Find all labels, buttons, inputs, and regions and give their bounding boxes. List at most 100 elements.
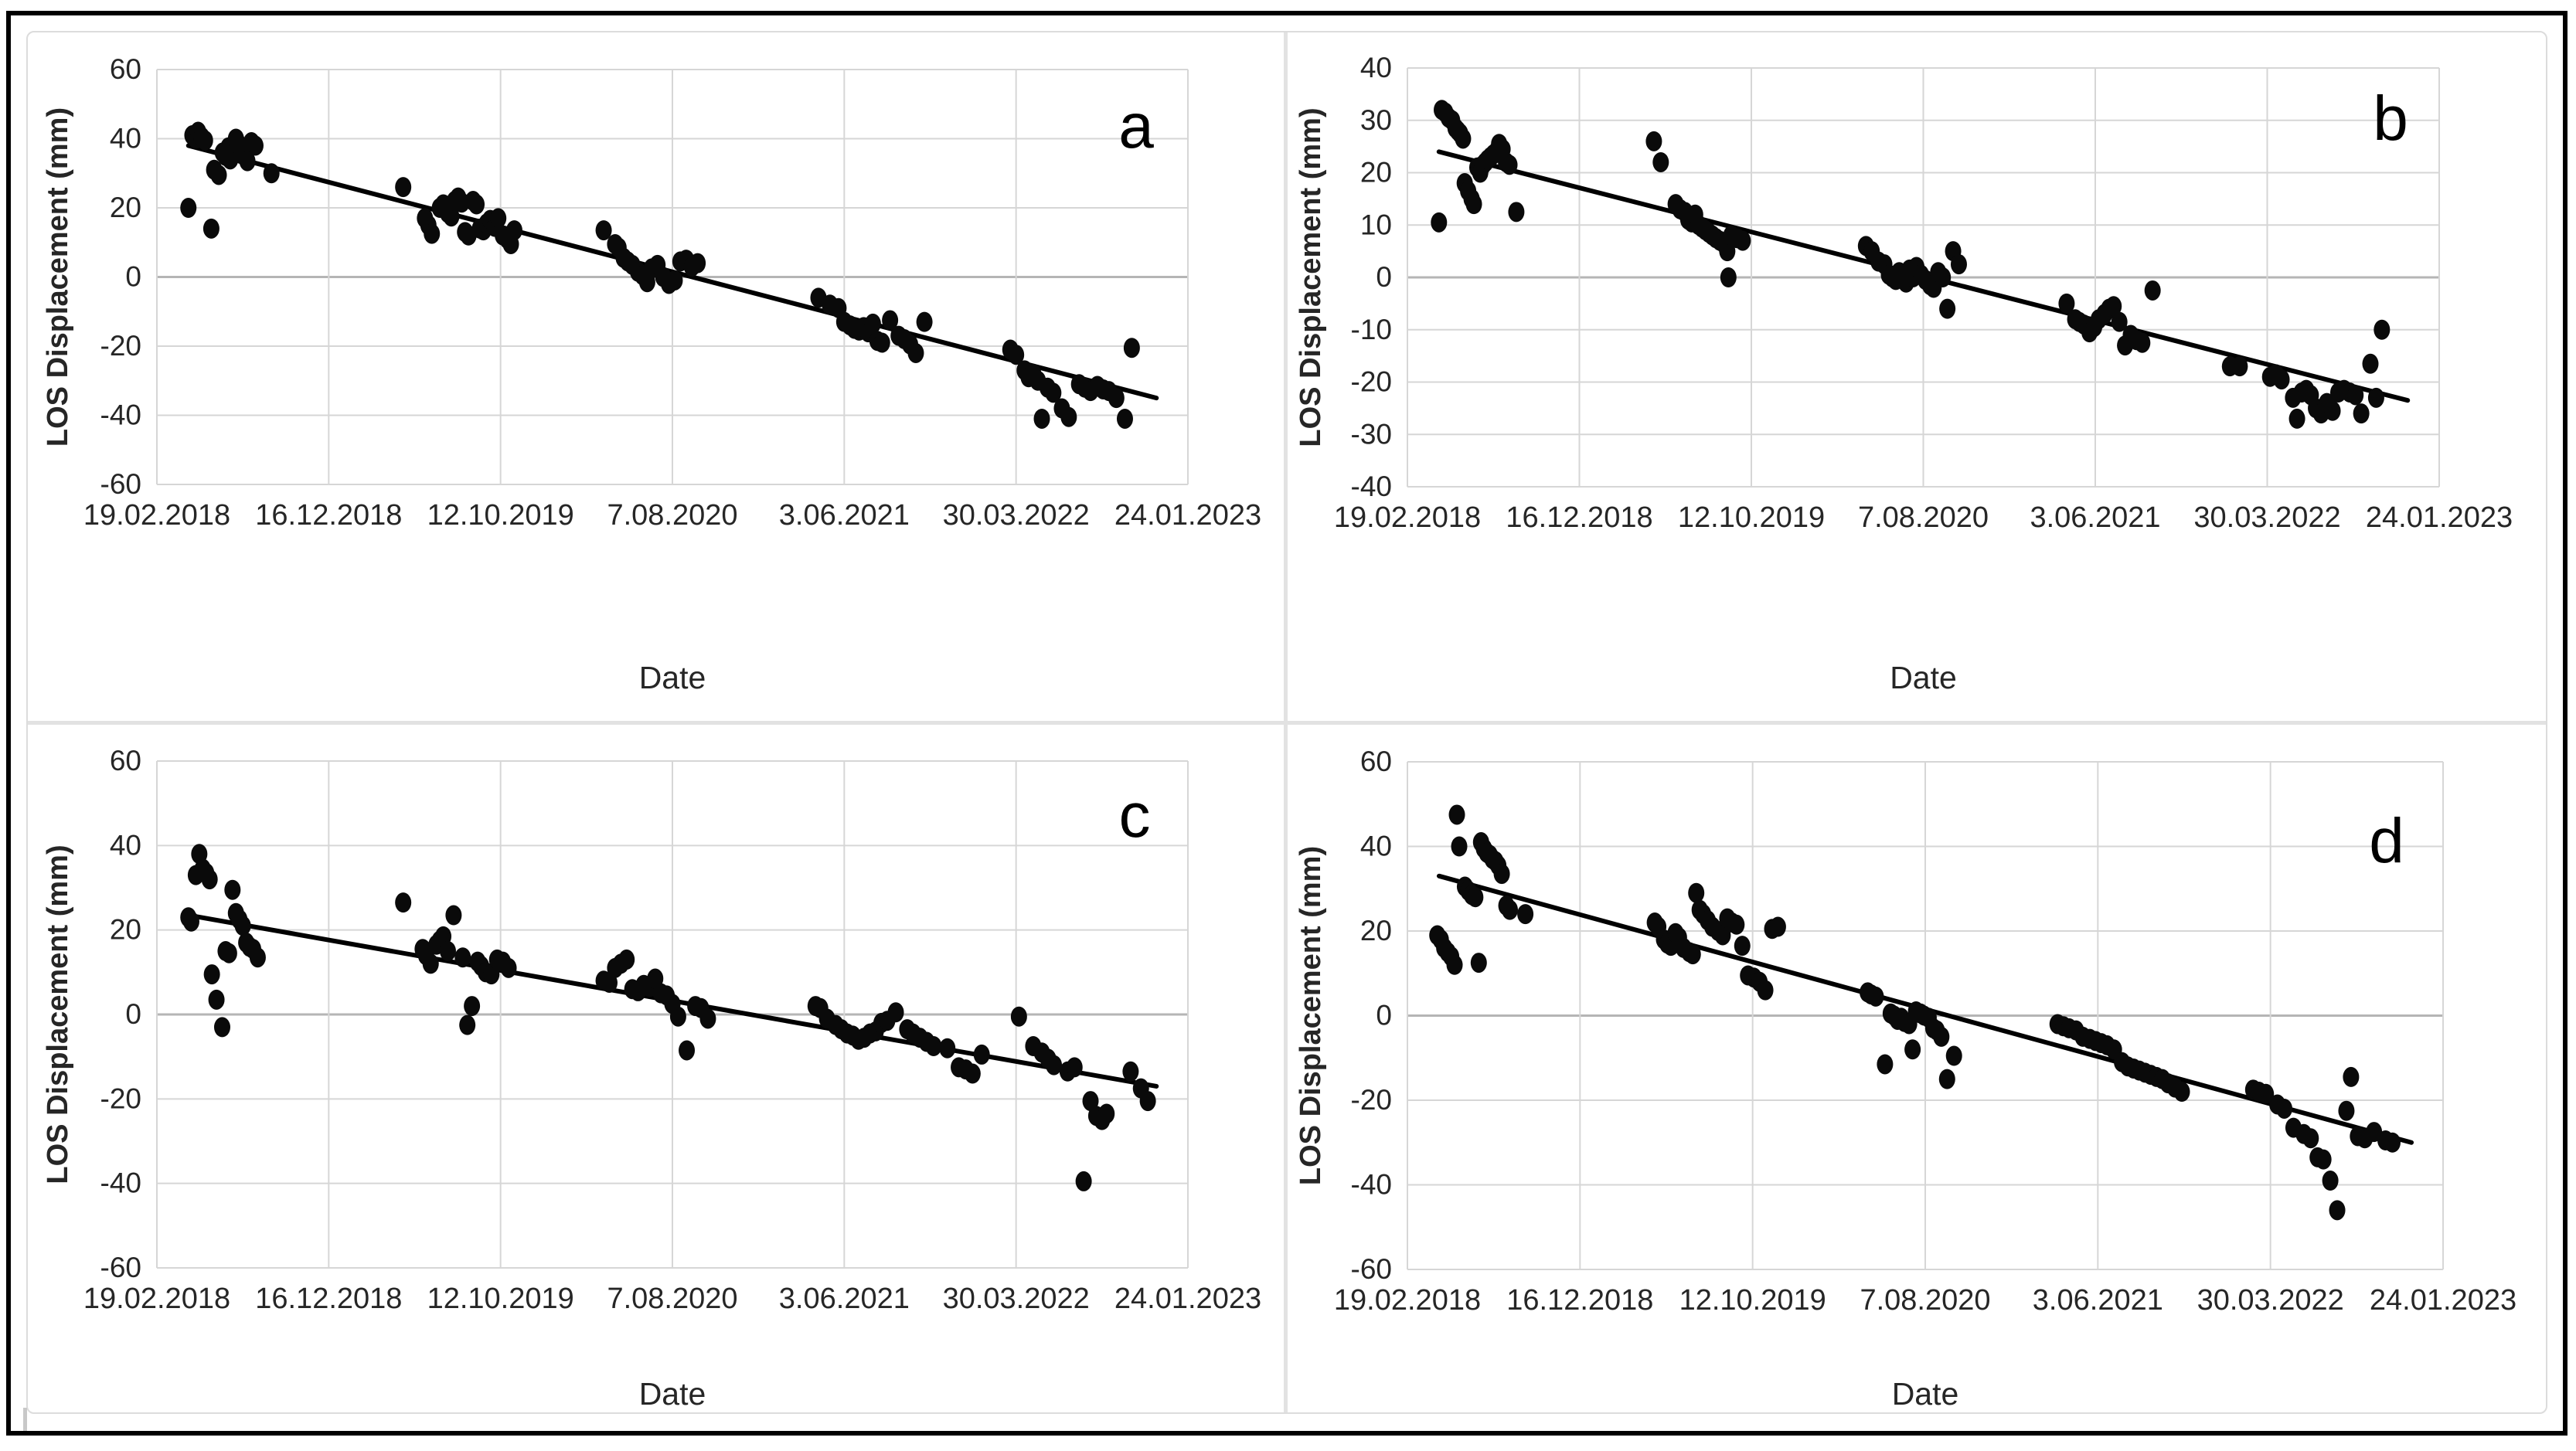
data-point (1467, 887, 1484, 908)
x-tick-label: 30.03.2022 (2193, 501, 2340, 534)
data-point (2273, 369, 2290, 390)
y-tick-label: 20 (1360, 915, 1392, 946)
data-point (2231, 356, 2248, 377)
data-point (2144, 280, 2161, 301)
data-point (210, 165, 227, 185)
y-axis-title: LOS Displacement (mm) (42, 844, 74, 1184)
y-tick-label: 40 (1360, 52, 1392, 83)
data-point (2315, 1149, 2332, 1170)
data-point (1684, 944, 1701, 965)
data-point (1116, 408, 1133, 429)
data-point (1060, 406, 1077, 427)
data-point (1945, 1045, 1962, 1066)
x-tick-label: 24.01.2023 (2366, 501, 2513, 534)
data-point (1139, 1091, 1156, 1112)
data-point (916, 311, 933, 332)
x-tick-label: 7.08.2020 (607, 499, 737, 532)
data-point (595, 220, 612, 241)
data-point (1769, 916, 1786, 937)
data-point (1939, 298, 1956, 319)
y-tick-label: 20 (110, 192, 141, 223)
data-point (1470, 953, 1487, 974)
data-point (247, 135, 264, 156)
data-point (1502, 899, 1519, 920)
data-point (2367, 387, 2384, 408)
data-point (2347, 385, 2364, 406)
data-point (1501, 155, 1518, 175)
data-point (873, 332, 890, 353)
data-point (180, 198, 197, 218)
y-tick-label: 0 (125, 998, 141, 1030)
data-point (459, 1014, 476, 1035)
data-point (2384, 1132, 2401, 1153)
data-point (1448, 804, 1465, 825)
data-point (666, 270, 683, 291)
data-point (2258, 1083, 2275, 1104)
x-tick-label: 7.08.2020 (607, 1283, 737, 1315)
data-point (2105, 296, 2122, 317)
x-axis-title: Date (1890, 660, 1957, 695)
data-point (2329, 1200, 2346, 1221)
data-point (1734, 936, 1751, 957)
data-point (208, 989, 225, 1010)
x-tick-label: 19.02.2018 (1334, 501, 1481, 534)
y-tick-label: -20 (100, 330, 141, 362)
data-point (1108, 388, 1125, 409)
data-point (424, 223, 441, 244)
data-point (1493, 864, 1510, 885)
panel-divider-horizontal (28, 721, 2546, 725)
data-point (2324, 400, 2341, 421)
data-point (887, 1002, 904, 1023)
data-point (203, 964, 220, 985)
data-point (618, 949, 635, 970)
x-tick-label: 24.01.2023 (2370, 1284, 2516, 1317)
data-point (464, 996, 481, 1017)
data-point (689, 253, 706, 274)
y-tick-label: 60 (110, 53, 141, 85)
data-point (224, 879, 241, 900)
x-axis-title: Date (639, 1376, 706, 1412)
data-point (925, 1036, 942, 1056)
y-tick-label: -60 (1351, 1253, 1392, 1285)
data-point (1688, 882, 1705, 903)
data-point (1517, 904, 1534, 925)
data-point (964, 1063, 981, 1084)
x-tick-label: 19.02.2018 (83, 1283, 230, 1315)
data-point (1446, 954, 1463, 975)
data-point (1757, 980, 1774, 1001)
data-point (2302, 1128, 2319, 1149)
x-tick-label: 16.12.2018 (1506, 1284, 1653, 1317)
data-point (1451, 836, 1468, 857)
y-axis-title: LOS Displacement (mm) (1295, 107, 1327, 447)
panel-letter: c (1119, 780, 1151, 851)
data-point (2322, 1171, 2339, 1191)
data-point (1938, 1069, 1955, 1089)
x-tick-label: 19.02.2018 (83, 499, 230, 532)
data-point (1122, 1061, 1139, 1082)
data-point (468, 194, 485, 215)
data-point (445, 905, 462, 926)
y-tick-label: 0 (1376, 261, 1392, 293)
y-tick-label: -40 (100, 1167, 141, 1199)
data-point (1431, 212, 1448, 233)
y-tick-label: 0 (125, 261, 141, 293)
data-point (2343, 1066, 2360, 1087)
x-tick-label: 7.08.2020 (1860, 1284, 1990, 1317)
data-point (907, 342, 924, 363)
data-point (1033, 408, 1050, 429)
panel-letter: d (2369, 806, 2404, 876)
x-tick-label: 24.01.2023 (1114, 499, 1261, 532)
data-point (2111, 311, 2128, 332)
data-point (1123, 338, 1140, 359)
data-point (1720, 267, 1737, 287)
data-point (443, 206, 460, 227)
y-tick-label: 10 (1360, 209, 1392, 240)
y-tick-label: -10 (1351, 314, 1392, 345)
data-point (973, 1044, 990, 1065)
data-point (2288, 408, 2305, 429)
data-point (2276, 1098, 2293, 1119)
